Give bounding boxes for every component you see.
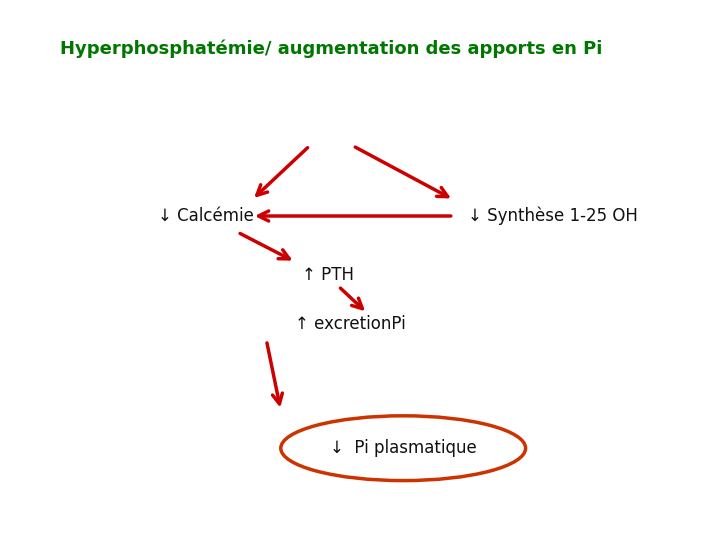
Text: ↓ Synthèse 1-25 OH: ↓ Synthèse 1-25 OH <box>468 207 638 225</box>
Text: Hyperphosphatémie/ augmentation des apports en Pi: Hyperphosphatémie/ augmentation des appo… <box>60 39 603 58</box>
Text: ↑ PTH: ↑ PTH <box>302 266 354 285</box>
Text: ↓  Pi plasmatique: ↓ Pi plasmatique <box>330 439 477 457</box>
Text: ↓ Calcémie: ↓ Calcémie <box>158 207 254 225</box>
Text: ↑ excretionPi: ↑ excretionPi <box>295 315 406 333</box>
